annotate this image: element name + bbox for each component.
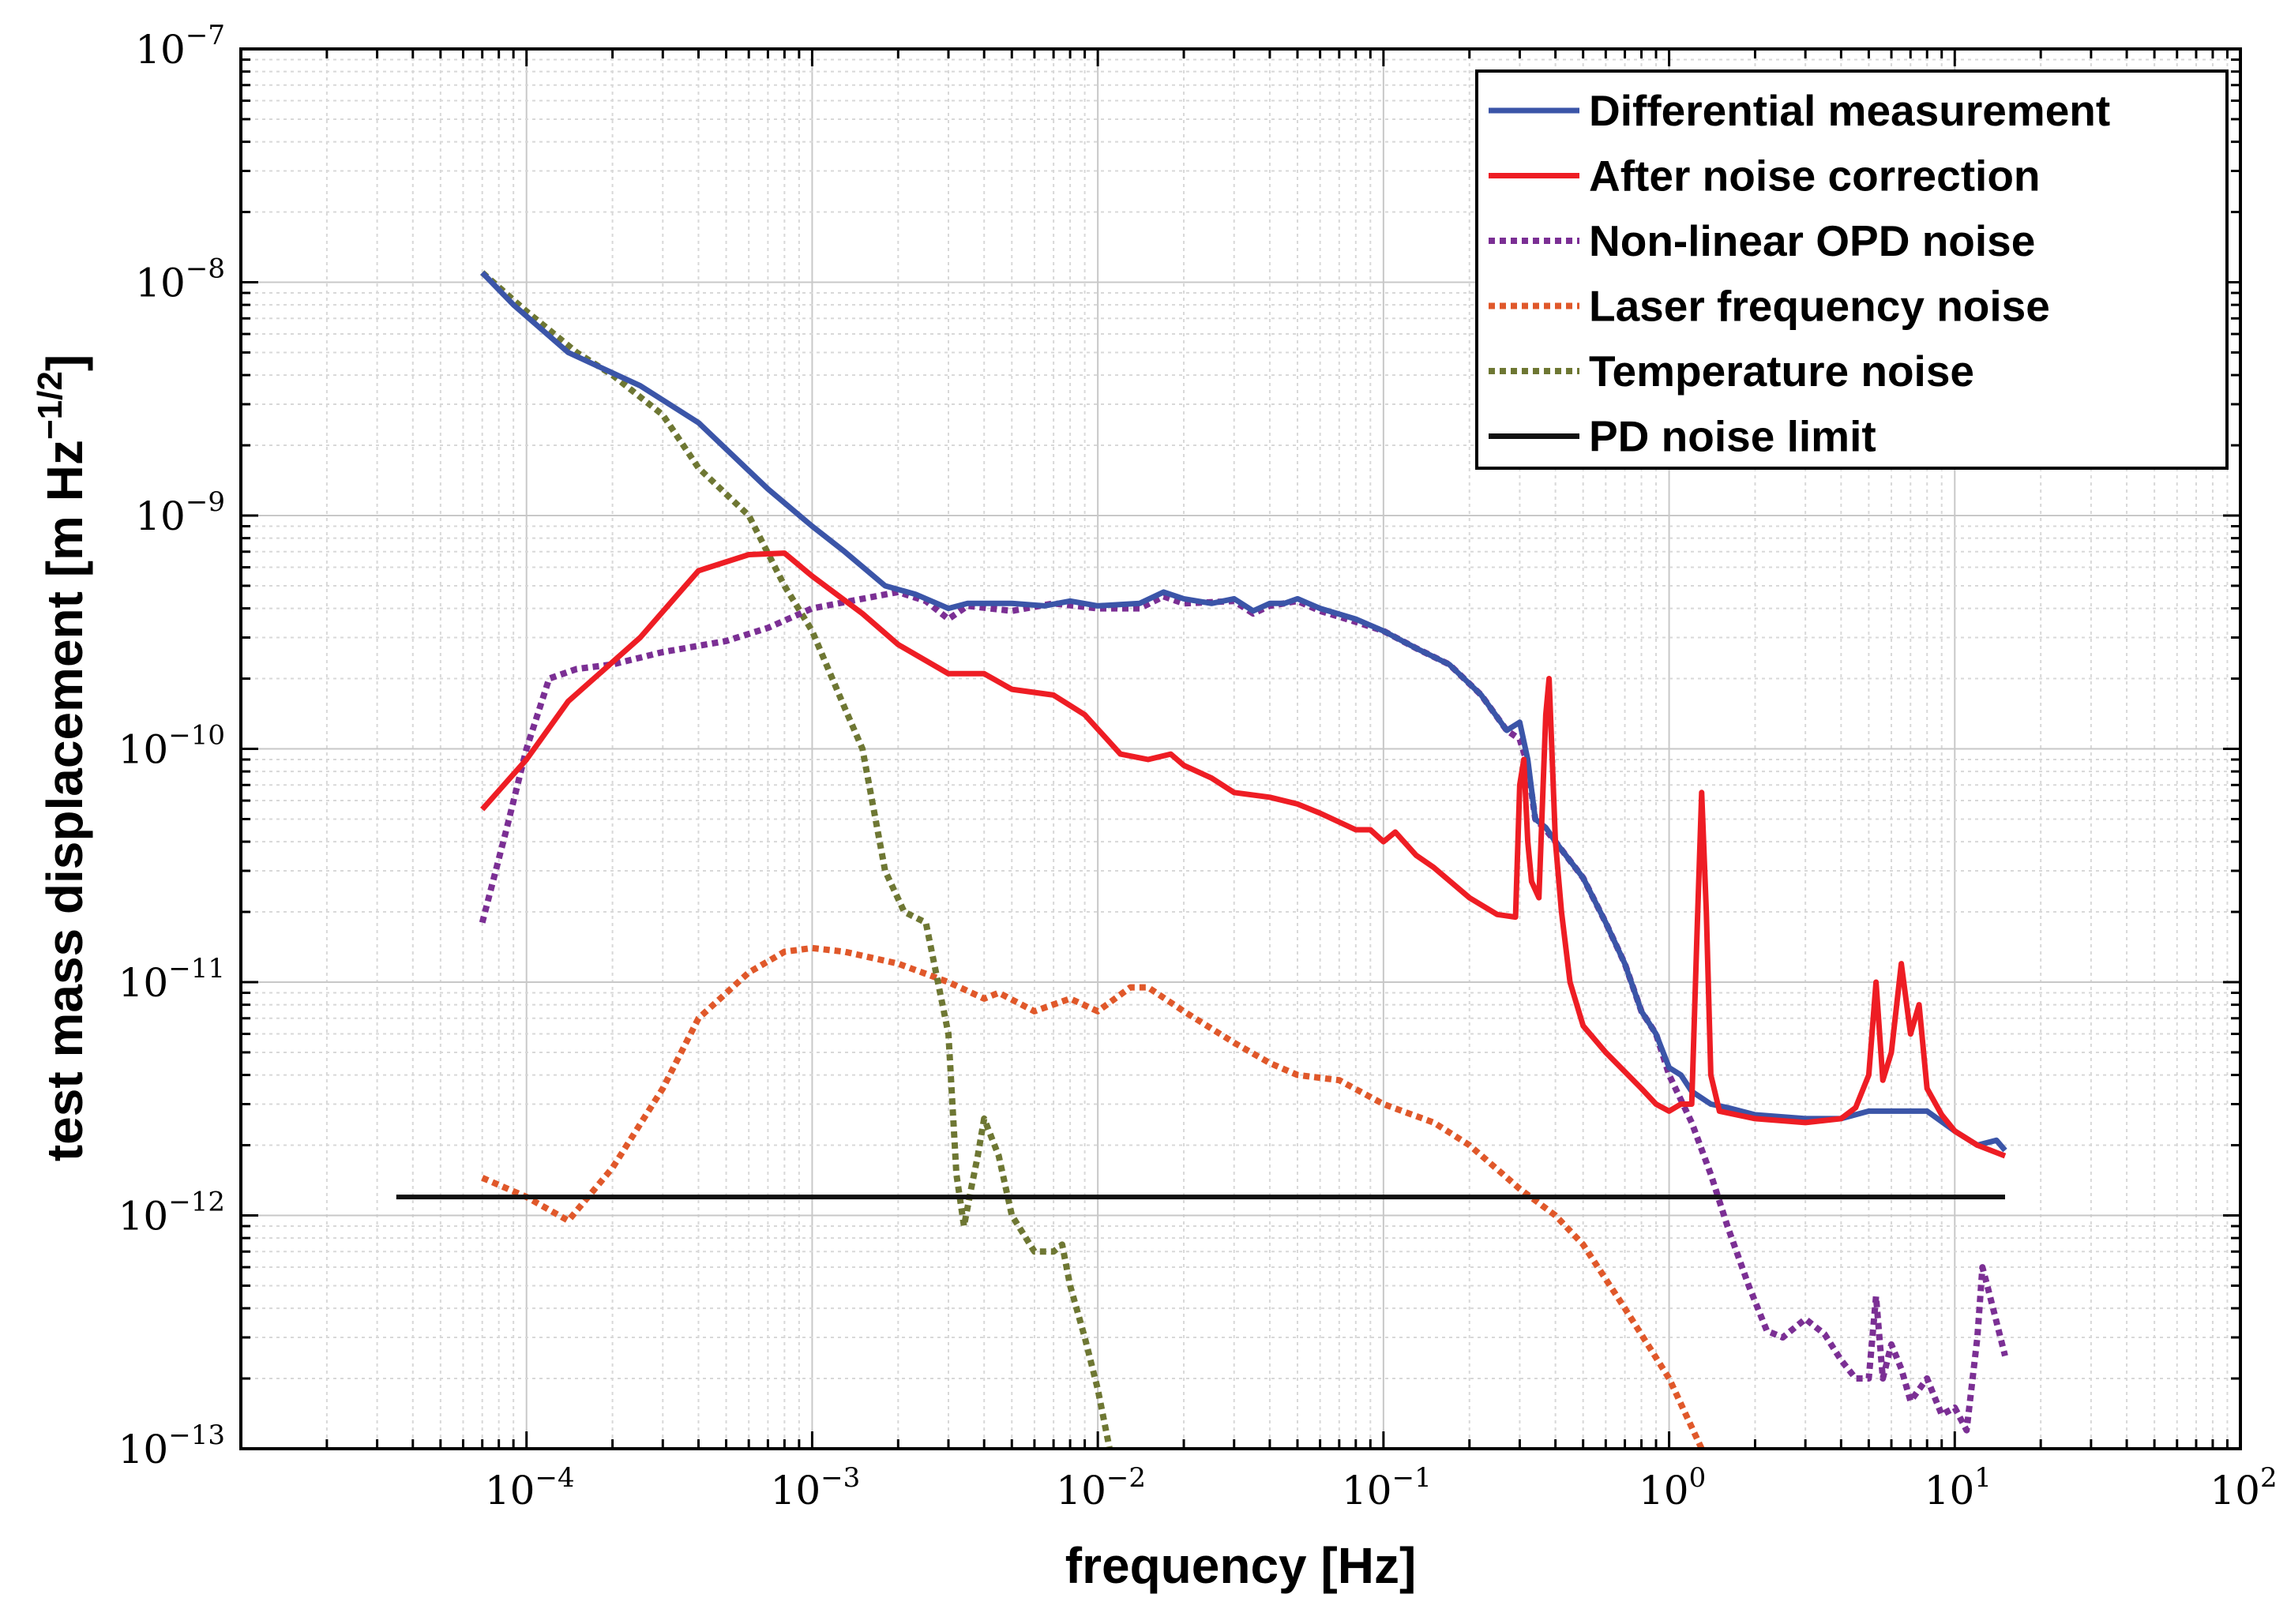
- x-tick-label-base: 10: [1056, 1468, 1106, 1513]
- y-tick-label-exponent: −7: [186, 20, 225, 51]
- x-tick-label-base: 10: [2210, 1468, 2260, 1513]
- y-tick-label: 10−8: [135, 253, 225, 306]
- x-tick-label-exponent: 1: [1974, 1462, 1992, 1494]
- y-tick-label: 10−10: [118, 720, 225, 773]
- x-tick-label: 10−2: [1056, 1462, 1146, 1513]
- x-tick-label: 10−1: [1342, 1462, 1432, 1513]
- x-tick-label-base: 10: [485, 1468, 535, 1513]
- axis-ticks: [239, 49, 2240, 1450]
- x-tick-label-exponent: −4: [535, 1462, 574, 1494]
- series-layer: [396, 270, 2008, 1449]
- y-tick-label-exponent: −13: [168, 1420, 225, 1451]
- legend-box: [1475, 69, 2229, 470]
- series-line-temperature-noise: [480, 270, 1113, 1449]
- y-tick-label-base: 10: [118, 960, 169, 1006]
- y-axis-label-exponent: −1/2: [31, 371, 69, 440]
- y-tick-label-exponent: −10: [168, 720, 225, 752]
- y-tick-label: 10−11: [118, 953, 225, 1006]
- x-tick-label-exponent: 2: [2260, 1462, 2278, 1494]
- y-axis-label-main: test mass displacement [m Hz: [36, 440, 93, 1161]
- x-tick-label-exponent: −1: [1392, 1462, 1432, 1494]
- x-tick-label-base: 10: [1639, 1468, 1689, 1513]
- y-tick-label-exponent: −12: [168, 1187, 225, 1218]
- legend-label: PD noise limit: [1589, 412, 1876, 461]
- series-line-laser-frequency-noise: [481, 944, 1705, 1449]
- y-tick-label-exponent: −8: [186, 253, 225, 285]
- x-tick-label: 102: [2210, 1462, 2277, 1513]
- legend-label: Differential measurement: [1589, 86, 2110, 135]
- x-tick-label-exponent: −2: [1106, 1462, 1146, 1494]
- legend-label: After noise correction: [1589, 152, 2041, 201]
- y-tick-label: 10−12: [118, 1187, 225, 1240]
- y-tick-label: 10−9: [135, 486, 225, 539]
- legend-label: Laser frequency noise: [1589, 282, 2050, 331]
- x-tick-label: 10−4: [485, 1462, 575, 1513]
- y-tick-label-base: 10: [135, 27, 186, 73]
- y-tick-label-exponent: −11: [168, 953, 225, 985]
- y-tick-label-base: 10: [135, 261, 186, 306]
- y-tick-label-base: 10: [118, 1427, 169, 1472]
- x-tick-label: 100: [1639, 1462, 1706, 1513]
- legend: Differential measurement After noise corr…: [1475, 69, 2229, 470]
- y-axis-label-close: ]: [36, 354, 93, 371]
- y-tick-label-exponent: −9: [186, 486, 225, 518]
- x-tick-label-base: 10: [771, 1468, 821, 1513]
- x-tick-label-base: 10: [1925, 1468, 1975, 1513]
- y-axis-label: test mass displacement [m Hz−1/2]: [31, 354, 93, 1161]
- y-tick-label-base: 10: [135, 493, 186, 539]
- series-line-differential-measurement: [480, 270, 2007, 1153]
- y-tick-label-base: 10: [118, 1194, 169, 1240]
- y-tick-label: 10−13: [118, 1420, 225, 1472]
- x-tick-label-exponent: −3: [821, 1462, 860, 1494]
- y-tick-label-base: 10: [118, 727, 169, 773]
- x-tick-label: 10−3: [771, 1462, 861, 1513]
- legend-label: Non-linear OPD noise: [1589, 216, 2035, 265]
- x-axis-label: frequency [Hz]: [1065, 1537, 1417, 1594]
- x-tick-label-base: 10: [1342, 1468, 1392, 1513]
- legend-label: Temperature noise: [1589, 347, 1974, 396]
- x-tick-label-exponent: 0: [1689, 1462, 1707, 1494]
- x-tick-label: 101: [1925, 1462, 1992, 1513]
- series-line-after-noise-correction: [480, 550, 2007, 1159]
- y-tick-label: 10−7: [135, 20, 225, 73]
- x-tick-labels: 10−4 10−3 10−2 10−1 100 101 102: [485, 1462, 2278, 1513]
